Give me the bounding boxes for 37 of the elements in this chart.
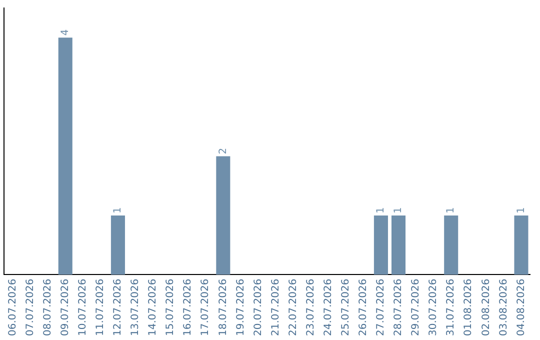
x-tick-label: 31.07.2026 xyxy=(446,278,457,336)
x-tick-label: 03.08.2026 xyxy=(498,278,510,336)
x-tick-label: 02.08.2026 xyxy=(480,278,492,336)
x-tick-label: 09.07.2026 xyxy=(60,278,71,336)
x-tick-label: 11.07.2026 xyxy=(95,278,106,336)
x-tick-label: 08.07.2026 xyxy=(42,278,54,336)
x-tick-label: 14.07.2026 xyxy=(148,278,159,336)
x-tick-label: 26.07.2026 xyxy=(358,278,370,336)
x-tick-label: 25.07.2026 xyxy=(340,278,352,336)
x-tick-label: 20.07.2026 xyxy=(252,278,264,336)
data-label: 4 xyxy=(60,29,71,36)
x-tick-label: 24.07.2026 xyxy=(322,278,334,336)
x-tick-label: 04.08.2026 xyxy=(516,278,527,336)
x-tick-label: 28.07.2026 xyxy=(393,278,404,336)
x-tick-label: 13.07.2026 xyxy=(130,278,142,336)
x-tick-label: 15.07.2026 xyxy=(165,278,176,336)
x-tick-label: 10.07.2026 xyxy=(77,278,88,336)
x-tick-label: 29.07.2026 xyxy=(410,278,422,336)
x-tick-label: 07.07.2026 xyxy=(24,278,36,336)
data-label: 1 xyxy=(516,207,527,214)
x-tick-label: 19.07.2026 xyxy=(235,278,246,336)
x-tick-label: 23.07.2026 xyxy=(305,278,316,336)
data-label: 1 xyxy=(446,207,457,214)
x-tick-label: 22.07.2026 xyxy=(288,278,299,336)
data-label: 1 xyxy=(112,207,124,214)
data-label: 2 xyxy=(218,148,229,154)
x-tick-label: 01.08.2026 xyxy=(463,278,474,336)
x-tick-label: 27.07.2026 xyxy=(376,278,387,336)
x-tick-label: 06.07.2026 xyxy=(7,278,18,336)
x-tick-label: 30.07.2026 xyxy=(428,278,440,336)
data-label: 1 xyxy=(376,207,387,214)
data-label: 1 xyxy=(393,207,404,214)
x-tick-label: 18.07.2026 xyxy=(218,278,229,336)
x-tick-label: 17.07.2026 xyxy=(200,278,212,336)
x-tick-label: 21.07.2026 xyxy=(270,278,282,336)
x-tick-label: 16.07.2026 xyxy=(182,278,194,336)
x-tick-label: 12.07.2026 xyxy=(112,278,124,336)
